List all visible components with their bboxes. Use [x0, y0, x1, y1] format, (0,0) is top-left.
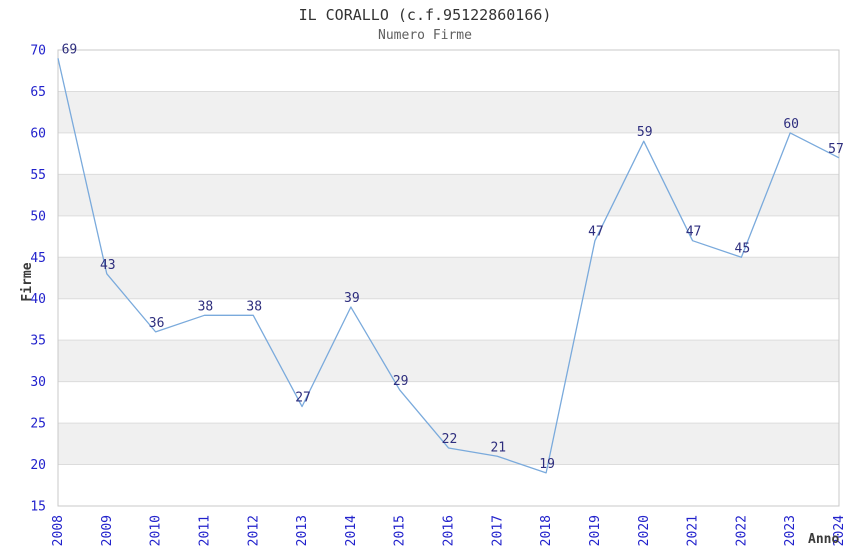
- y-tick-label: 55: [30, 168, 46, 183]
- data-point-label: 39: [344, 291, 360, 306]
- data-point-label: 38: [246, 299, 262, 314]
- data-point-label: 36: [149, 316, 165, 331]
- grid-band: [58, 423, 839, 465]
- y-tick-label: 25: [30, 417, 46, 432]
- grid-band: [58, 174, 839, 216]
- y-tick-label: 30: [30, 375, 46, 390]
- data-point-label: 38: [198, 299, 214, 314]
- y-tick-label: 65: [30, 85, 46, 100]
- x-tick-label: 2009: [100, 515, 115, 546]
- x-tick-label: 2008: [51, 515, 66, 546]
- x-tick-label: 2013: [295, 515, 310, 546]
- data-point-label: 21: [490, 440, 506, 455]
- chart-title: IL CORALLO (c.f.95122860166): [298, 6, 552, 24]
- data-point-label: 27: [295, 391, 311, 406]
- grid-band: [58, 91, 839, 133]
- y-tick-label: 45: [30, 251, 46, 266]
- y-axis-title: Firme: [20, 262, 35, 302]
- x-tick-label: 2014: [344, 515, 359, 546]
- data-point-label: 59: [637, 125, 653, 140]
- data-point-label: 47: [686, 225, 702, 240]
- y-tick-label: 40: [30, 292, 46, 307]
- y-tick-label: 60: [30, 126, 46, 141]
- data-point-label: 29: [393, 374, 409, 389]
- data-line: [57, 58, 840, 474]
- x-tick-label: 2020: [637, 515, 652, 546]
- y-tick-label: 70: [30, 44, 46, 59]
- x-tick-label: 2015: [393, 515, 408, 546]
- x-tick-label: 2024: [832, 515, 847, 546]
- grid-band: [58, 340, 839, 382]
- x-tick-label: 2019: [588, 515, 603, 546]
- x-tick-label: 2017: [490, 515, 505, 546]
- data-point-label: 57: [828, 142, 844, 157]
- y-tick-label: 20: [30, 458, 46, 473]
- x-axis-title: Anno: [808, 532, 840, 547]
- x-tick-label: 2011: [197, 515, 212, 546]
- x-tick-label: 2021: [686, 515, 701, 546]
- y-tick-label: 35: [30, 334, 46, 349]
- chart-subtitle: Numero Firme: [378, 28, 472, 43]
- x-tick-label: 2022: [734, 515, 749, 546]
- data-point-label: 47: [588, 225, 604, 240]
- x-tick-label: 2012: [246, 515, 261, 546]
- y-tick-label: 15: [30, 500, 46, 515]
- data-point-label: 69: [62, 42, 78, 57]
- data-point-label: 60: [783, 117, 799, 132]
- data-point-label: 22: [442, 432, 458, 447]
- plot-border: [57, 49, 840, 507]
- x-tick-label: 2016: [442, 515, 457, 546]
- y-tick-label: 50: [30, 209, 46, 224]
- data-point-label: 19: [539, 457, 555, 472]
- x-tick-label: 2023: [783, 515, 798, 546]
- data-point-label: 45: [735, 241, 751, 256]
- x-tick-label: 2010: [149, 515, 164, 546]
- grid-band: [58, 257, 839, 299]
- data-point-label: 43: [100, 258, 116, 273]
- x-tick-label: 2018: [539, 515, 554, 546]
